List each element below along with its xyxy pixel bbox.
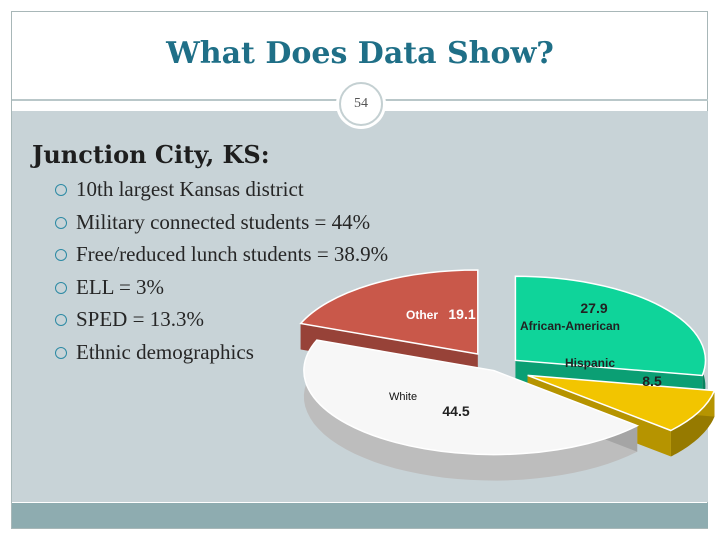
slide-title: What Does Data Show?: [166, 36, 554, 71]
list-item: Free/reduced lunch students = 38.9%: [55, 242, 388, 275]
bullet-marker-icon: [55, 249, 67, 262]
bullet-list: 10th largest Kansas district Military co…: [55, 177, 388, 373]
list-item: 10th largest Kansas district: [55, 177, 388, 210]
list-item: SPED = 13.3%: [55, 307, 388, 340]
bullet-marker-icon: [55, 314, 67, 327]
bullet-marker-icon: [55, 184, 67, 196]
list-item: Military connected students = 44%: [55, 210, 388, 243]
list-item-text: Ethnic demographics: [76, 339, 254, 364]
list-item-text: Military connected students = 44%: [76, 209, 371, 234]
list-item-text: ELL = 3%: [76, 274, 165, 299]
list-item-text: 10th largest Kansas district: [76, 177, 304, 201]
list-item-text: Free/reduced lunch students = 38.9%: [76, 242, 389, 267]
page-number: 54: [354, 96, 368, 111]
section-heading: Junction City, KS:: [32, 140, 270, 169]
page-number-badge: 54: [339, 82, 383, 126]
list-item: ELL = 3%: [55, 275, 388, 308]
bullet-marker-icon: [55, 216, 67, 229]
list-item: Ethnic demographics: [55, 340, 388, 373]
bullet-marker-icon: [55, 346, 67, 359]
footer-bar: [12, 503, 708, 528]
bullet-marker-icon: [55, 281, 67, 294]
list-item-text: SPED = 13.3%: [76, 307, 204, 332]
